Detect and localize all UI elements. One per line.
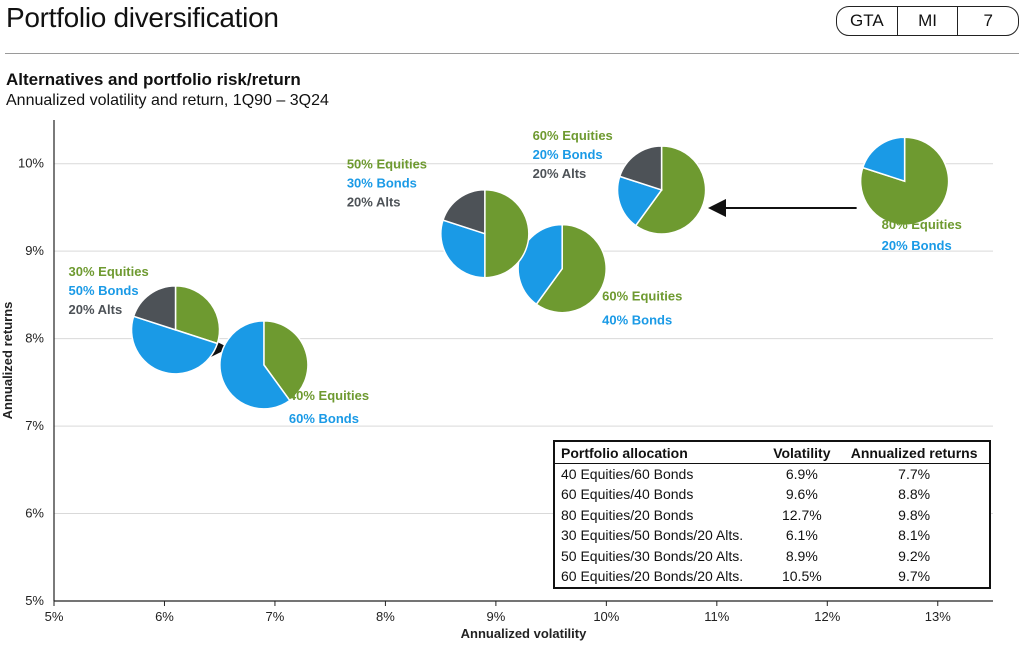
cell-volatility: 10.5% bbox=[781, 568, 822, 585]
page-title: Portfolio diversification bbox=[6, 2, 279, 33]
x-tick-label: 10% bbox=[593, 609, 619, 624]
badge-subsection: MI bbox=[896, 7, 958, 35]
table-header-row: Portfolio allocation Volatility Annualiz… bbox=[555, 442, 989, 464]
pie-marker bbox=[219, 320, 309, 410]
y-axis-title: Annualized returns bbox=[0, 302, 15, 420]
header-annualized-returns: Annualized returns bbox=[839, 442, 989, 464]
alts-slice bbox=[618, 145, 663, 191]
bonds-label: 40% Bonds bbox=[602, 313, 672, 328]
equities-slice bbox=[263, 320, 309, 402]
pie-marker bbox=[616, 145, 707, 235]
chart-subtitle: Annualized volatility and return, 1Q90 –… bbox=[6, 92, 329, 109]
x-tick-label: 6% bbox=[155, 609, 174, 624]
cell-allocation: 40 Equities/60 Bonds bbox=[561, 465, 694, 482]
cell-allocation: 60 Equities/20 Bonds/20 Alts. bbox=[561, 568, 744, 585]
bonds-label: 20% Bonds bbox=[882, 238, 952, 253]
cell-returns: 8.8% bbox=[898, 486, 931, 503]
cell-returns: 9.8% bbox=[898, 506, 931, 523]
equities-label: 60% Equities bbox=[602, 289, 682, 304]
y-tick-label: 9% bbox=[25, 243, 44, 258]
y-tick-label: 8% bbox=[25, 331, 44, 346]
alts-label: 20% Alts bbox=[347, 195, 401, 210]
x-axis-title: Annualized volatility bbox=[461, 626, 587, 641]
bonds-label: 30% Bonds bbox=[347, 176, 417, 191]
x-tick-label: 5% bbox=[45, 609, 64, 624]
bonds-label: 20% Bonds bbox=[533, 147, 603, 162]
cell-volatility: 12.7% bbox=[781, 506, 822, 523]
x-tick-label: 13% bbox=[925, 609, 951, 624]
y-tick-label: 10% bbox=[18, 156, 44, 171]
table-row: 40 Equities/60 Bonds 6.9% 7.7% bbox=[555, 464, 989, 485]
table-row: 60 Equities/20 Bonds/20 Alts. 10.5% 9.7% bbox=[555, 567, 989, 588]
badge-page-number: 7 bbox=[957, 7, 1018, 35]
table-row: 30 Equities/50 Bonds/20 Alts. 6.1% 8.1% bbox=[555, 526, 989, 547]
cell-allocation: 80 Equities/20 Bonds bbox=[561, 506, 694, 523]
cell-volatility: 8.9% bbox=[785, 547, 818, 564]
alts-slice bbox=[132, 285, 177, 331]
equities-label: 50% Equities bbox=[347, 157, 427, 172]
x-tick-label: 11% bbox=[704, 609, 729, 624]
pie-marker bbox=[517, 223, 607, 314]
table-row: 60 Equities/40 Bonds 9.6% 8.8% bbox=[555, 485, 989, 506]
equities-slice bbox=[174, 285, 221, 345]
equities-label: 80% Equities bbox=[882, 217, 962, 232]
cell-volatility: 6.1% bbox=[785, 527, 818, 544]
bonds-slice bbox=[440, 219, 486, 279]
allocation-table: Portfolio allocation Volatility Annualiz… bbox=[553, 440, 991, 589]
header-volatility: Volatility bbox=[764, 442, 840, 464]
x-tick-label: 7% bbox=[266, 609, 285, 624]
cell-volatility: 9.6% bbox=[785, 486, 818, 503]
cell-allocation: 60 Equities/40 Bonds bbox=[561, 486, 694, 503]
y-tick-label: 7% bbox=[25, 418, 44, 433]
badge-section: GTA bbox=[849, 11, 884, 30]
bonds-slice bbox=[861, 136, 906, 183]
bonds-label: 50% Bonds bbox=[69, 283, 139, 298]
x-tick-label: 12% bbox=[814, 609, 840, 624]
y-tick-label: 6% bbox=[25, 506, 44, 521]
equities-label: 40% Equities bbox=[289, 388, 369, 403]
table-row: 80 Equities/20 Bonds 12.7% 9.8% bbox=[555, 505, 989, 526]
equities-label: 30% Equities bbox=[69, 264, 149, 279]
cell-allocation: 30 Equities/50 Bonds/20 Alts. bbox=[561, 527, 744, 544]
equities-slice bbox=[634, 145, 707, 235]
cell-allocation: 50 Equities/30 Bonds/20 Alts. bbox=[561, 547, 744, 564]
cell-returns: 9.2% bbox=[898, 547, 931, 564]
cell-volatility: 6.9% bbox=[785, 465, 818, 482]
equities-slice bbox=[484, 188, 530, 279]
cell-returns: 8.1% bbox=[898, 527, 931, 544]
header-divider bbox=[5, 53, 1019, 54]
pie-marker bbox=[859, 136, 950, 226]
x-tick-label: 8% bbox=[376, 609, 395, 624]
bonds-label: 60% Bonds bbox=[289, 411, 359, 426]
x-tick-label: 9% bbox=[486, 609, 505, 624]
pie-marker bbox=[130, 285, 221, 375]
page-badge: GTA MI 7 bbox=[836, 6, 1019, 36]
table-row: 50 Equities/30 Bonds/20 Alts. 8.9% 9.2% bbox=[555, 546, 989, 567]
alts-label: 20% Alts bbox=[533, 166, 587, 181]
bonds-slice bbox=[219, 320, 291, 410]
alts-slice bbox=[442, 188, 486, 235]
pie-marker bbox=[440, 188, 530, 279]
bonds-slice bbox=[130, 315, 219, 375]
chart-title: Alternatives and portfolio risk/return bbox=[6, 70, 301, 89]
equities-slice bbox=[535, 223, 607, 314]
cell-returns: 7.7% bbox=[898, 465, 931, 482]
header-portfolio-allocation: Portfolio allocation bbox=[555, 442, 765, 464]
equities-label: 60% Equities bbox=[533, 128, 613, 143]
cell-returns: 9.7% bbox=[898, 568, 931, 585]
y-tick-label: 5% bbox=[25, 593, 44, 608]
bonds-slice bbox=[616, 175, 663, 227]
alts-label: 20% Alts bbox=[69, 302, 123, 317]
